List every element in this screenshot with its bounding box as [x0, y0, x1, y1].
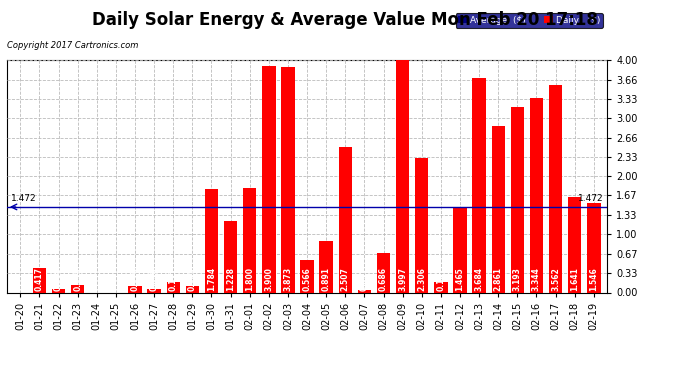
- Text: 0.187: 0.187: [436, 267, 445, 291]
- Text: 2.306: 2.306: [417, 267, 426, 291]
- Bar: [415, 159, 428, 292]
- Bar: [166, 282, 180, 292]
- Text: 0.105: 0.105: [188, 268, 197, 291]
- Bar: [587, 202, 600, 292]
- Bar: [568, 197, 582, 292]
- Text: 0.417: 0.417: [35, 267, 44, 291]
- Text: 0.177: 0.177: [169, 267, 178, 291]
- Text: 2.507: 2.507: [341, 267, 350, 291]
- Text: 1.465: 1.465: [455, 268, 464, 291]
- Bar: [434, 282, 448, 292]
- Bar: [357, 290, 371, 292]
- Text: 3.684: 3.684: [475, 267, 484, 291]
- Bar: [71, 285, 84, 292]
- Text: Daily Solar Energy & Average Value Mon Feb 20 17:18: Daily Solar Energy & Average Value Mon F…: [92, 11, 598, 29]
- Text: 0.116: 0.116: [130, 267, 139, 291]
- Text: 1.228: 1.228: [226, 267, 235, 291]
- Bar: [52, 288, 66, 292]
- Text: 0.068: 0.068: [54, 267, 63, 291]
- Text: 2.861: 2.861: [494, 267, 503, 291]
- Text: 0.135: 0.135: [73, 268, 82, 291]
- Bar: [549, 86, 562, 292]
- Bar: [32, 268, 46, 292]
- Text: 0.051: 0.051: [360, 268, 369, 291]
- Bar: [224, 221, 237, 292]
- Text: 0.058: 0.058: [150, 267, 159, 291]
- Bar: [128, 286, 141, 292]
- Bar: [300, 260, 314, 292]
- Bar: [339, 147, 352, 292]
- Bar: [186, 286, 199, 292]
- Bar: [243, 188, 257, 292]
- Text: 3.997: 3.997: [398, 267, 407, 291]
- Bar: [148, 289, 161, 292]
- Text: 1.546: 1.546: [589, 268, 598, 291]
- Text: 3.562: 3.562: [551, 268, 560, 291]
- Text: 0.686: 0.686: [379, 267, 388, 291]
- Bar: [491, 126, 505, 292]
- Bar: [473, 78, 486, 292]
- Text: 3.900: 3.900: [264, 267, 273, 291]
- Text: 1.800: 1.800: [245, 267, 254, 291]
- Bar: [530, 98, 543, 292]
- Text: 1.472: 1.472: [11, 195, 37, 204]
- Text: Copyright 2017 Cartronics.com: Copyright 2017 Cartronics.com: [7, 41, 138, 50]
- Text: 0.891: 0.891: [322, 267, 331, 291]
- Bar: [396, 60, 409, 292]
- Text: 1.784: 1.784: [207, 267, 216, 291]
- Bar: [262, 66, 275, 292]
- Bar: [511, 107, 524, 292]
- Text: 0.566: 0.566: [302, 268, 312, 291]
- Text: 3.193: 3.193: [513, 267, 522, 291]
- Bar: [453, 207, 466, 292]
- Bar: [319, 241, 333, 292]
- Text: 1.472: 1.472: [578, 195, 603, 204]
- Text: 1.641: 1.641: [570, 267, 579, 291]
- Bar: [377, 253, 391, 292]
- Legend: Average  ($), Daily   ($): Average ($), Daily ($): [455, 13, 602, 28]
- Bar: [205, 189, 218, 292]
- Bar: [282, 68, 295, 292]
- Text: 3.344: 3.344: [532, 267, 541, 291]
- Text: 3.873: 3.873: [284, 267, 293, 291]
